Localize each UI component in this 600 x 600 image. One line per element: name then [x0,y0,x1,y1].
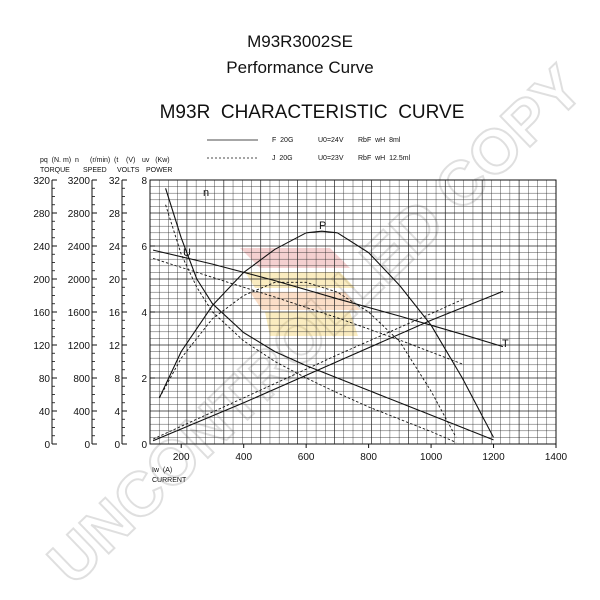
page-subtitle: Performance Curve [226,58,373,77]
power-tick-label: 4 [141,308,147,319]
torque-tick-label: 0 [44,440,50,451]
power-tick-label: 8 [141,176,147,187]
speed-tick-label: 2000 [68,275,91,286]
speed-tick-label: 400 [73,407,90,418]
volts-tick-label: 4 [114,407,120,418]
series-T-dashed [152,299,463,440]
curve-label-p: P [319,220,326,232]
speed-tick-label: 2400 [68,242,91,253]
speed-tick-label: 2800 [68,209,91,220]
legend-voltage-dashed: U0=23V [318,155,344,162]
chart-title: M93R CHARACTERISTIC CURVE [160,102,465,123]
series-n-solid [165,188,494,441]
power-tick-label: 6 [141,242,147,253]
x-tick-label: 600 [298,452,315,463]
power-axis-label: POWER [146,167,172,174]
volts-tick-label: 12 [109,341,121,352]
x-tick-label: 800 [360,452,377,463]
legend-code-dashed: J 20G [272,155,293,162]
x-tick-label: 1400 [545,452,568,463]
power-tick-label: 0 [141,440,147,451]
x-axis: 200 400 600 800 1000 1200 1400 [173,444,568,463]
series-U-dashed [152,257,463,365]
speed-tick-label: 800 [73,374,90,385]
volts-axis-header: (t (V) [114,157,135,164]
speed-tick-label: 0 [84,440,90,451]
torque-tick-label: 200 [33,275,50,286]
volts-tick-label: 28 [109,209,121,220]
speed-tick-label: 1600 [68,308,91,319]
legend-resistance-solid: RbF wH 8ml [358,137,401,144]
series-n-dashed [165,204,457,443]
series-lines [152,188,504,443]
torque-axis-header: pq (N. m) n [40,157,79,164]
curve-label-t: T [502,338,509,350]
volts-tick-label: 16 [109,308,121,319]
torque-tick-label: 280 [33,209,50,220]
x-axis-label: Iw (A) [152,467,172,474]
speed-tick-label: 1200 [68,341,91,352]
x-tick-label: 1200 [482,452,505,463]
torque-tick-label: 120 [33,341,50,352]
plot-grid [149,179,557,445]
series-P-dashed [159,281,457,438]
series-T-solid [152,290,504,442]
torque-tick-label: 160 [33,308,50,319]
torque-axis-label: TORQUE [40,167,70,174]
speed-axis-label: SPEED [83,167,107,174]
torque-tick-label: 240 [33,242,50,253]
torque-tick-label: 80 [39,374,51,385]
x-axis-sublabel: CURRENT [152,477,187,484]
torque-tick-label: 40 [39,407,51,418]
speed-tick-label: 3200 [68,176,91,187]
legend-voltage-solid: U0=24V [318,137,344,144]
power-axis-header: uv (Kw) [142,157,170,164]
curve-label-n: n [203,187,209,199]
volts-tick-label: 0 [114,440,120,451]
legend-code-solid: F 20G [272,137,293,144]
series-U-solid [152,249,504,348]
legend: F 20G U0=24V RbF wH 8ml J 20G U0=23V RbF… [207,137,411,162]
legend-resistance-dashed: RbF wH 12.5ml [358,155,411,162]
volts-tick-label: 8 [114,374,120,385]
y-axes: 0408012016020024028032004008001200160020… [33,176,155,451]
curve-label-u: U [183,247,191,259]
x-tick-label: 1000 [420,452,443,463]
volts-tick-label: 20 [109,275,121,286]
x-tick-label: 200 [173,452,190,463]
speed-axis-header: (r/min) [90,157,110,164]
power-tick-label: 2 [141,374,147,385]
volts-tick-label: 32 [109,176,121,187]
volts-axis-label: VOLTS [117,167,140,174]
model-title: M93R3002SE [247,32,353,51]
volts-tick-label: 24 [109,242,121,253]
x-tick-label: 400 [235,452,252,463]
torque-tick-label: 320 [33,176,50,187]
